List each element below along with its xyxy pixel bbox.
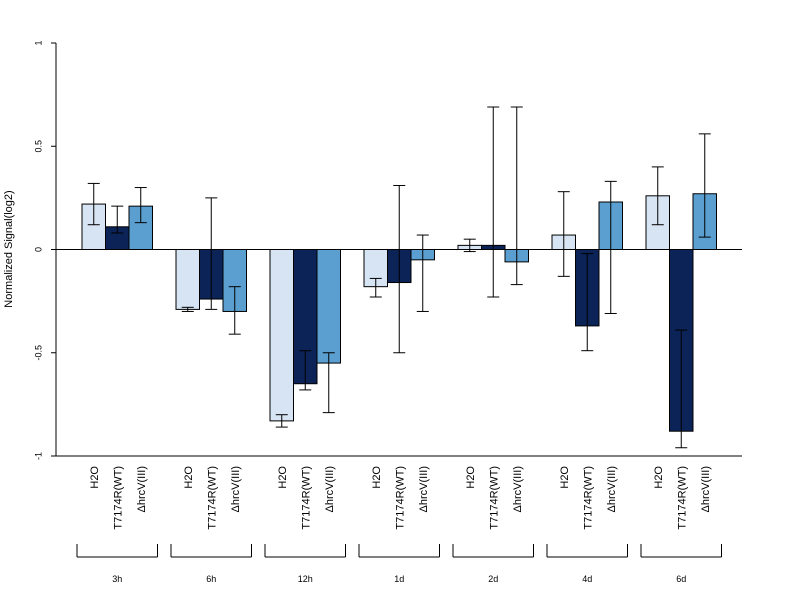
category-label: H2O: [559, 466, 571, 489]
category-label: ΔhrcV(III): [324, 466, 336, 512]
category-label: ΔhrcV(III): [512, 466, 524, 512]
error-bar: [557, 191, 570, 277]
group-bracket: [76, 544, 158, 558]
y-axis-label: Normalized Signal(log2): [3, 190, 15, 307]
error-bar: [416, 234, 429, 312]
group-bracket: [546, 544, 628, 558]
bar: [175, 249, 200, 310]
category-label: H2O: [653, 466, 665, 489]
error-bar: [675, 329, 688, 449]
error-bar: [581, 253, 594, 352]
error-bar: [87, 182, 100, 226]
group-bracket: [264, 544, 346, 558]
category-label: T7174R(WT): [300, 466, 312, 530]
error-bar: [134, 187, 147, 224]
category-label: ΔhrcV(III): [136, 466, 148, 512]
group-bracket: [640, 544, 722, 558]
category-label: H2O: [371, 466, 383, 489]
category-label: T7174R(WT): [488, 466, 500, 530]
category-label: T7174R(WT): [394, 466, 406, 530]
group-bracket: [358, 544, 440, 558]
y-tick-label: -0.5: [33, 345, 43, 361]
category-label: ΔhrcV(III): [418, 466, 430, 512]
category-label: H2O: [183, 466, 195, 489]
category-label: T7174R(WT): [206, 466, 218, 530]
category-labels: H2O T7174R(WT) ΔhrcV(III) H2O T7174R(WT) Δhrc…: [89, 466, 712, 530]
group-label: 3h: [112, 574, 122, 584]
error-bar: [228, 286, 241, 335]
group-labels: 3h 6h 12h 1d 2d 4d 6d: [76, 544, 722, 584]
category-label: T7174R(WT): [582, 466, 594, 530]
group-bracket: [170, 544, 252, 558]
error-bar: [299, 350, 312, 391]
error-bar: [604, 180, 617, 315]
error-bar: [463, 238, 476, 253]
bar: [269, 249, 294, 422]
error-bar: [510, 106, 523, 286]
error-bar: [651, 166, 664, 226]
category-label: T7174R(WT): [676, 466, 688, 530]
y-tick-label: 1: [33, 40, 43, 45]
group-label: 12h: [298, 574, 313, 584]
category-label: H2O: [89, 466, 101, 489]
category-label: ΔhrcV(III): [700, 466, 712, 512]
error-bar: [111, 205, 124, 234]
y-tick-label: 0: [33, 247, 43, 252]
y-axis: 1 0.5 0 -0.5 -1: [33, 40, 57, 460]
category-label: ΔhrcV(III): [606, 466, 618, 512]
error-bar: [205, 197, 218, 310]
group-label: 6h: [206, 574, 216, 584]
group-label: 2d: [488, 574, 498, 584]
group-label: 6d: [676, 574, 686, 584]
category-label: T7174R(WT): [112, 466, 124, 530]
y-tick-label: -1: [33, 452, 43, 460]
y-tick-label: 0.5: [33, 140, 43, 153]
error-bar: [698, 133, 711, 238]
error-bar: [322, 352, 335, 414]
group-label: 1d: [394, 574, 404, 584]
error-bar: [393, 184, 406, 354]
category-label: H2O: [465, 466, 477, 489]
error-bar: [369, 277, 382, 298]
group-label: 4d: [582, 574, 592, 584]
bar: [316, 249, 341, 364]
group-bracket: [452, 544, 534, 558]
error-bar: [181, 306, 194, 312]
error-bars: [87, 106, 711, 449]
category-label: H2O: [277, 466, 289, 489]
category-label: ΔhrcV(III): [230, 466, 242, 512]
error-bar: [275, 414, 288, 428]
error-bar: [487, 106, 500, 298]
